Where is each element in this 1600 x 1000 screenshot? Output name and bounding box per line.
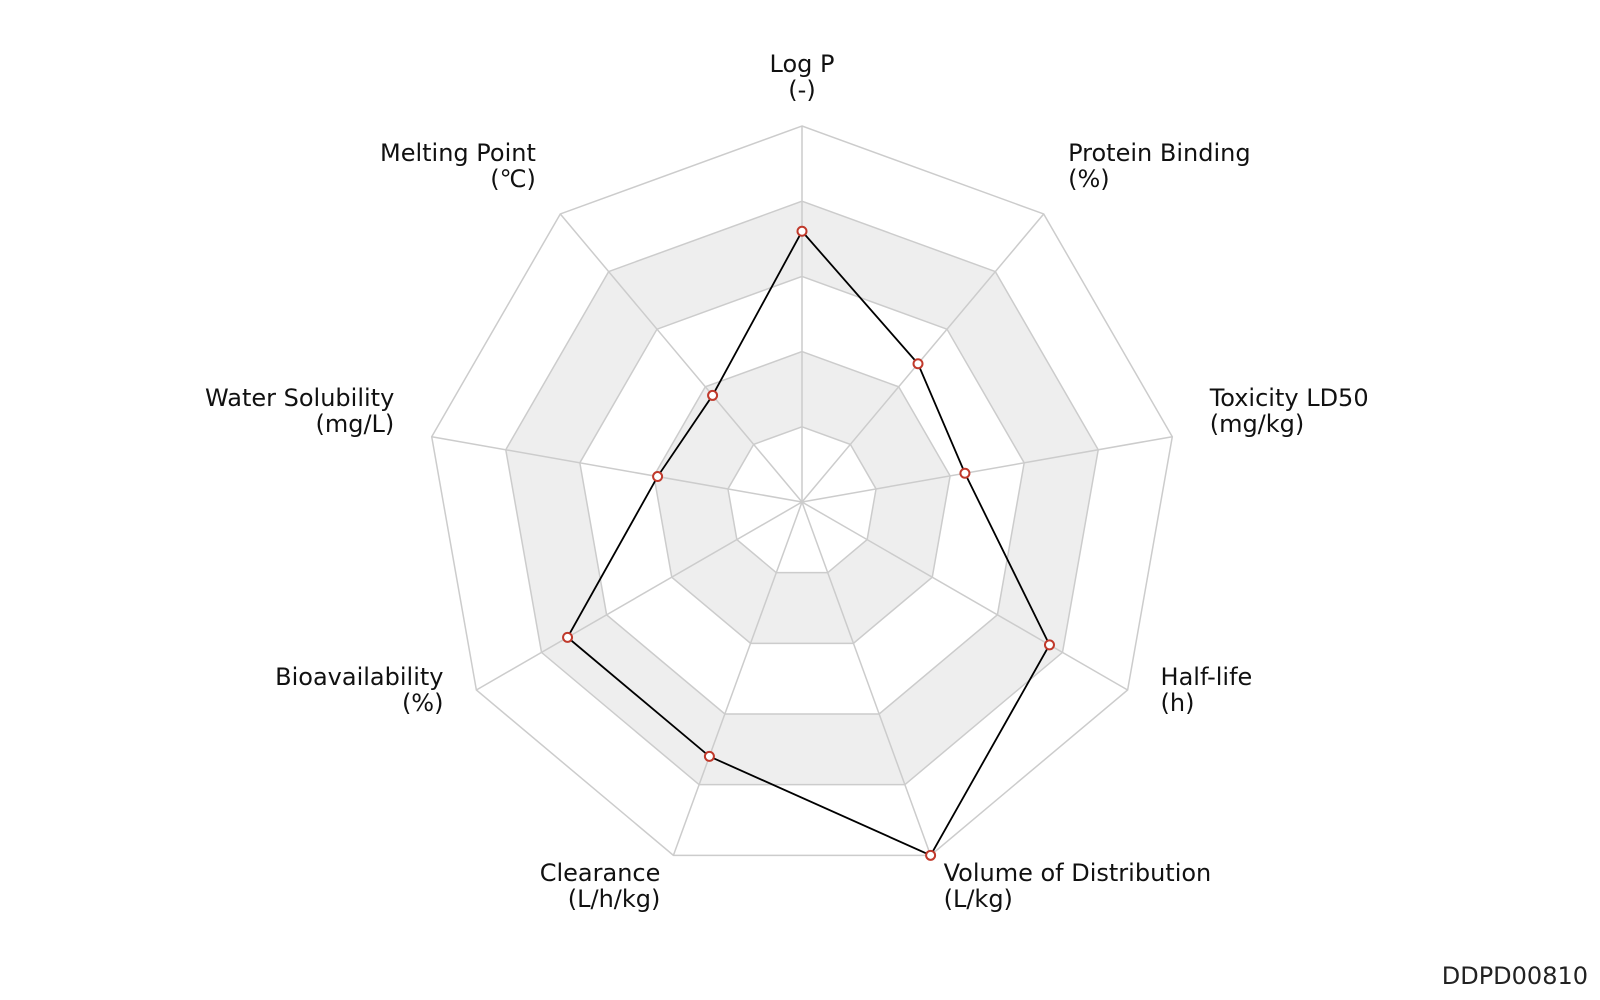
axis-unit: (-) [788,76,815,104]
watermark-id: DDPD00810 [1441,962,1588,990]
radar-series [562,225,1055,861]
spoke-8 [559,213,803,503]
axis-label-8: Melting Point(℃) [380,139,536,193]
axis-unit: (h) [1161,689,1195,717]
spoke-4 [801,501,932,856]
axis-name: Melting Point [380,139,536,167]
axis-unit: (L/h/kg) [568,885,661,913]
axis-label-3: Half-life(h) [1161,663,1253,717]
spoke-2 [801,435,1173,503]
axis-label-6: Bioavailability(%) [275,663,443,717]
axis-label-0: Log P(-) [770,50,835,104]
data-point-2 [959,467,971,479]
axis-label-5: Clearance(L/h/kg) [540,859,661,913]
spoke-7 [431,435,803,503]
axis-name: Log P [770,50,835,78]
axis-label-2: Toxicity LD50(mg/kg) [1209,384,1369,438]
axis-name: Clearance [540,859,661,887]
axis-label-1: Protein Binding(%) [1068,139,1250,193]
data-point-3 [1043,639,1055,651]
data-point-6 [562,631,574,643]
axis-name: Toxicity LD50 [1209,384,1369,412]
axis-label-7: Water Solubility(mg/L) [205,384,394,438]
axis-labels: Log P(-)Protein Binding(%)Toxicity LD50(… [205,50,1369,913]
series-line [566,229,1051,857]
data-point-7 [652,471,664,483]
axis-unit: (mg/kg) [1210,410,1305,438]
axis-unit: (℃) [490,165,536,193]
axis-name: Water Solubility [205,384,394,412]
axis-label-4: Volume of Distribution(L/kg) [944,859,1212,913]
data-point-4 [925,849,937,861]
radar-spokes [431,126,1173,856]
axis-unit: (%) [402,689,444,717]
axis-name: Protein Binding [1068,139,1250,167]
axis-name: Volume of Distribution [944,859,1212,887]
axis-name: Half-life [1161,663,1253,691]
spoke-1 [801,213,1045,503]
axis-unit: (%) [1068,165,1110,193]
data-point-0 [796,225,808,237]
axis-unit: (L/kg) [944,885,1013,913]
axis-name: Bioavailability [275,663,443,691]
data-point-1 [912,358,924,370]
spoke-6 [475,501,803,691]
axis-unit: (mg/L) [315,410,394,438]
spoke-5 [672,501,803,856]
spoke-3 [801,501,1129,691]
data-point-8 [707,389,719,401]
data-point-5 [703,750,715,762]
